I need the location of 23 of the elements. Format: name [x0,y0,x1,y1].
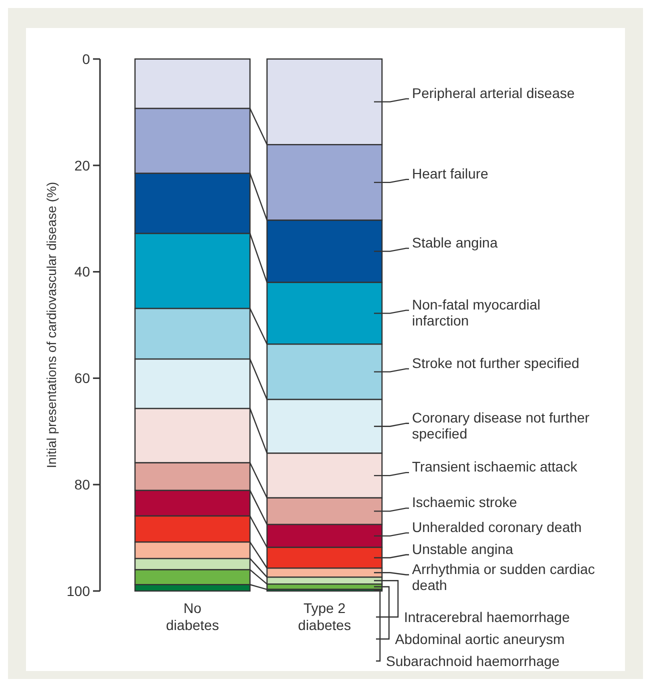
legend-label: Transient ischaemic attack [412,458,578,475]
legend-label: Non-fatal myocardial infarction [412,296,540,328]
legend-label: Coronary disease not further specified [412,409,590,442]
y-tick-label: 100 [66,582,90,599]
x-tick-label: No diabetes [166,600,219,633]
x-tick-label: Type 2 diabetes [298,600,351,633]
legend-label: Arrhythmia or sudden cardiac death [412,560,595,593]
y-tick-label: 0 [82,50,90,67]
y-tick-label: 80 [74,476,90,492]
legend-label: Unheralded coronary death [412,518,582,535]
legend-label: Stroke not further specified [412,354,580,371]
text: Intracerebral haemorrhage [404,608,570,625]
y-tick-label: 20 [74,157,90,174]
legend-label: Unstable angina [412,540,514,557]
y-tick-label: 60 [74,370,90,386]
legend-label: Ischaemic stroke [412,494,518,510]
legend-label: Peripheral arterial disease [412,84,575,101]
y-tick-label: 40 [74,264,90,280]
legend-label: Heart failure [412,165,488,182]
text: Subarachnoid haemorrhage [386,652,560,669]
legend-label: Stable angina [412,234,498,250]
y-axis-title: Initial presentations of cardiovascular disease (%) [44,182,59,468]
text: Abdominal aortic aneurysm [395,630,565,647]
